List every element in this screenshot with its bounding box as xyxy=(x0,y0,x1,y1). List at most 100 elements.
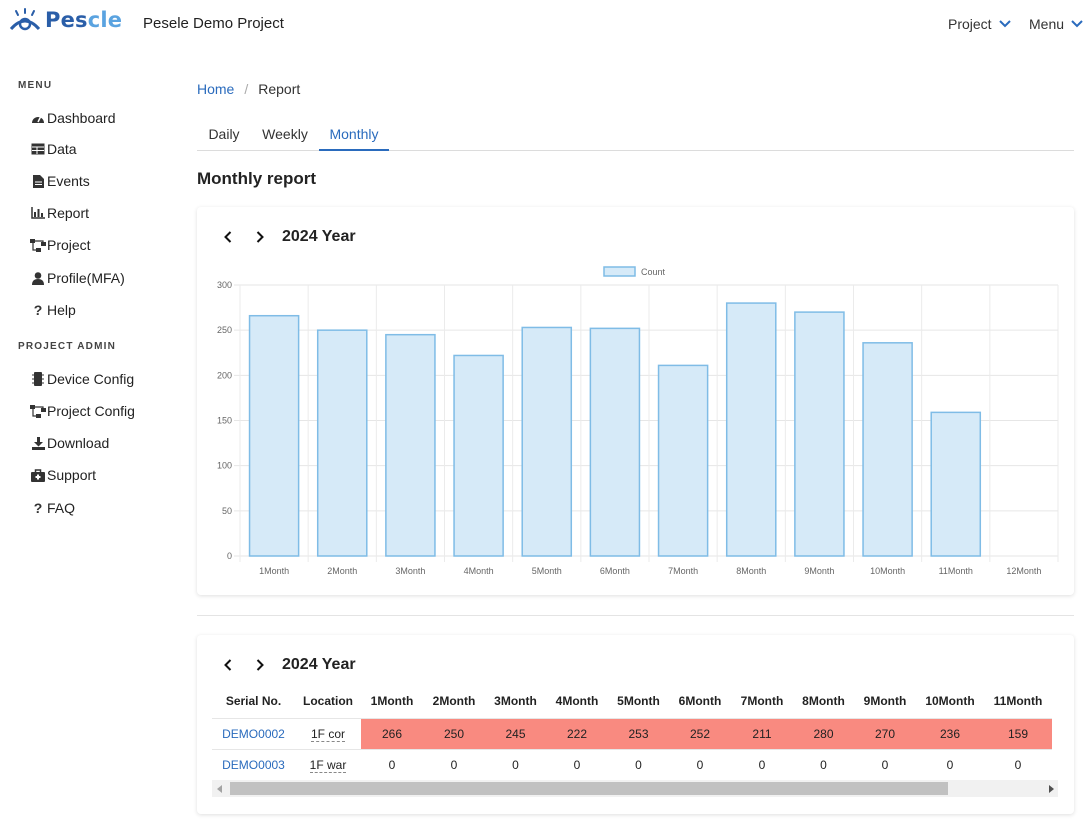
bar-chart-icon xyxy=(30,206,46,220)
sidebar-item-support[interactable]: Support xyxy=(30,465,96,485)
bar-9Month xyxy=(794,311,845,557)
sidebar-item-label: Download xyxy=(47,435,110,451)
sitemap-icon xyxy=(30,404,46,418)
next-year-button[interactable] xyxy=(251,656,269,674)
month-value-cell: 0 xyxy=(608,748,669,780)
y-tick-label: 0 xyxy=(227,551,232,561)
sidebar-item-dashboard[interactable]: Dashboard xyxy=(30,108,116,128)
bar-6Month xyxy=(589,327,641,557)
sidebar-item-report[interactable]: Report xyxy=(30,203,89,223)
month-value-cell: 0 xyxy=(916,748,984,780)
x-tick-label: 6Month xyxy=(600,566,630,576)
serial-link[interactable]: DEMO0002 xyxy=(212,717,295,749)
month-value-cell: 0 xyxy=(731,748,793,780)
dashboard-icon xyxy=(30,111,46,125)
x-tick-label: 3Month xyxy=(395,566,425,576)
scrollbar-thumb[interactable] xyxy=(230,782,948,795)
sidebar-item-device-config[interactable]: Device Config xyxy=(30,369,134,389)
x-tick-label: 5Month xyxy=(532,566,562,576)
report-table-scroll[interactable]: Serial No. Location 1Month 2Month 3Month 4Mon… xyxy=(212,685,1055,785)
prev-year-button[interactable] xyxy=(219,656,237,674)
scroll-right-arrow[interactable] xyxy=(1043,780,1058,797)
y-tick-label: 250 xyxy=(217,325,232,335)
bar-2Month xyxy=(316,329,368,557)
bar-chart: 0 50 100 150 200 250 300 1Month 2Month 3Month 4Mon… xyxy=(217,266,1059,576)
sidebar-item-data[interactable]: Data xyxy=(30,139,77,159)
x-tick-label: 9Month xyxy=(804,566,834,576)
project-dropdown[interactable]: Project xyxy=(948,16,1011,32)
x-tick-label: 8Month xyxy=(736,566,766,576)
sidebar-item-profile[interactable]: Profile(MFA) xyxy=(30,268,125,288)
next-year-button[interactable] xyxy=(251,228,269,246)
month-value-cell: 159 xyxy=(984,717,1052,749)
location-text: 1F cor xyxy=(310,726,345,742)
sidebar-item-label: Data xyxy=(47,141,77,157)
month-value-cell: 0 xyxy=(984,748,1052,780)
sidebar-item-help[interactable]: ? Help xyxy=(30,300,76,320)
breadcrumb-home-link[interactable]: Home xyxy=(197,81,235,97)
horizontal-scrollbar[interactable] xyxy=(212,780,1058,797)
x-tick-label: 4Month xyxy=(464,566,494,576)
pescle-logo[interactable]: Pescle xyxy=(8,8,122,32)
table-row: DEMO0003 1F war 0 0 0 0 0 0 0 0 0 0 0 xyxy=(212,748,1052,780)
app-header: Pescle Pesele Demo Project Project Menu xyxy=(0,0,1088,46)
column-header: 9Month xyxy=(863,694,907,709)
section-divider xyxy=(197,615,1074,616)
sidebar-item-events[interactable]: Events xyxy=(30,171,90,191)
x-tick-label: 7Month xyxy=(668,566,698,576)
sidebar-item-label: Events xyxy=(47,173,90,189)
table-header-row: Serial No. Location 1Month 2Month 3Month 4Mon… xyxy=(212,685,1052,718)
table-year-label: 2024 Year xyxy=(282,656,356,673)
sidebar-item-label: Profile(MFA) xyxy=(47,270,125,286)
sidebar-item-download[interactable]: Download xyxy=(30,433,109,453)
x-tick-label: 2Month xyxy=(327,566,357,576)
menu-dropdown[interactable]: Menu xyxy=(1029,16,1083,32)
sidebar-item-project[interactable]: Project xyxy=(30,235,91,255)
tab-weekly[interactable]: Weekly xyxy=(262,126,308,142)
tab-daily[interactable]: Daily xyxy=(208,126,240,142)
column-header: 5Month xyxy=(617,694,660,709)
sidebar-item-project-config[interactable]: Project Config xyxy=(30,401,135,421)
month-value-cell: 250 xyxy=(423,717,485,749)
y-tick-label: 300 xyxy=(217,280,232,290)
bar-1Month xyxy=(248,314,300,557)
device-icon xyxy=(30,372,46,386)
month-value-cell: 211 xyxy=(731,717,793,749)
chevron-left-icon xyxy=(224,659,232,671)
bar-3Month xyxy=(385,333,436,557)
column-header: 7Month xyxy=(740,694,784,709)
column-header: 2Month xyxy=(432,694,476,709)
month-value-cell: 0 xyxy=(546,748,608,780)
sidebar-item-faq[interactable]: ? FAQ xyxy=(30,498,75,518)
project-admin-heading: PROJECT ADMIN xyxy=(18,341,117,352)
scroll-left-arrow[interactable] xyxy=(212,780,227,797)
file-icon xyxy=(30,174,46,188)
table-row: DEMO0002 1F cor 266 250 245 222 253 252 211 280 27… xyxy=(212,717,1052,749)
download-icon xyxy=(30,436,46,450)
month-value-cell: 270 xyxy=(854,717,916,749)
serial-link[interactable]: DEMO0003 xyxy=(212,748,295,780)
chevron-left-icon xyxy=(224,231,232,243)
chevron-down-icon xyxy=(1071,20,1083,28)
column-header: 4Month xyxy=(555,694,599,709)
project-name: Pesele Demo Project xyxy=(143,15,284,32)
location-cell: 1F cor xyxy=(295,717,361,749)
location-cell: 1F war xyxy=(295,748,361,780)
sidebar-item-label: Device Config xyxy=(47,371,135,387)
bar-10Month xyxy=(862,342,913,557)
sidebar-item-label: Dashboard xyxy=(47,110,116,126)
x-tick-label: 12Month xyxy=(1006,566,1041,576)
month-value-cell: 0 xyxy=(793,748,854,780)
chevron-down-icon xyxy=(998,20,1011,28)
report-table: Serial No. Location 1Month 2Month 3Month 4Mon… xyxy=(212,685,1052,780)
prev-year-button[interactable] xyxy=(219,228,237,246)
sidebar-item-label: Project xyxy=(47,237,91,253)
tab-monthly[interactable]: Monthly xyxy=(319,118,389,151)
bar-11Month xyxy=(930,411,982,557)
menu-heading: MENU xyxy=(18,80,53,91)
column-header: Serial No. xyxy=(225,694,282,709)
x-tick-label: 11Month xyxy=(939,566,973,576)
project-dropdown-label: Project xyxy=(948,16,992,32)
y-tick-label: 100 xyxy=(217,461,232,471)
column-header: 1Month xyxy=(370,694,414,709)
